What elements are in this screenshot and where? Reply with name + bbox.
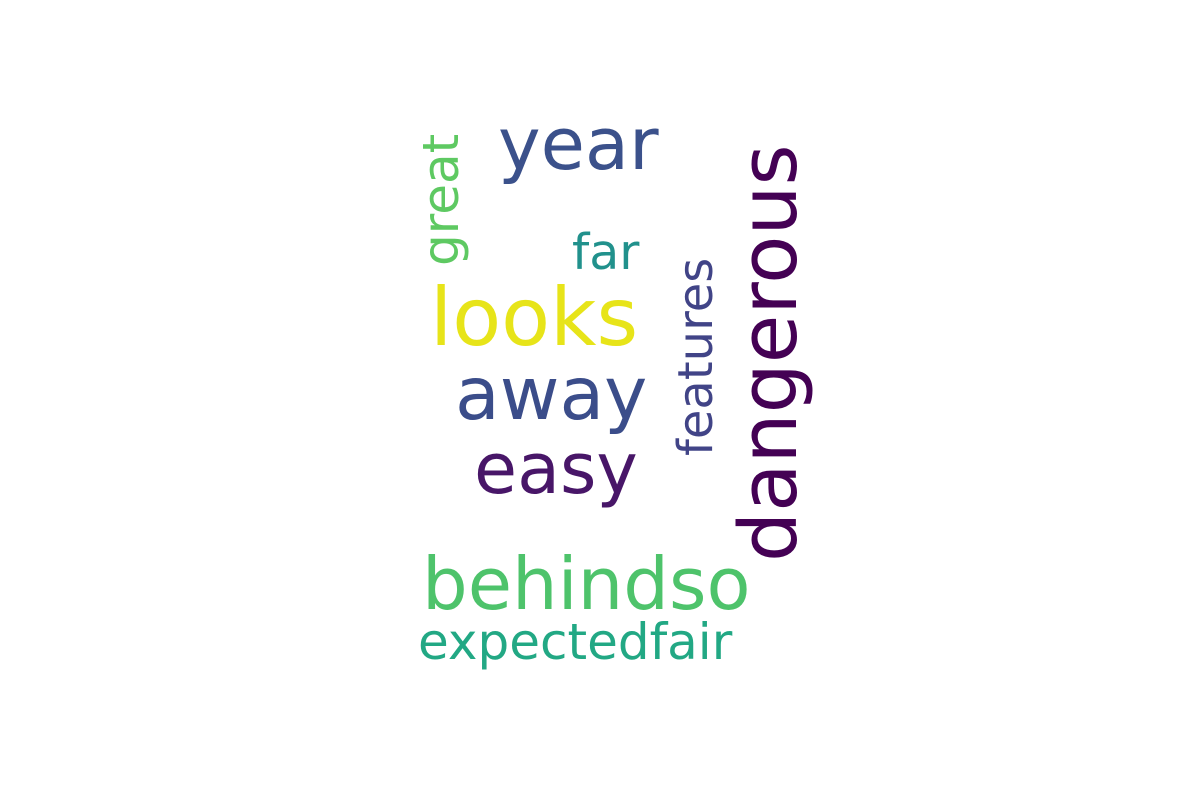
- word-far: far: [572, 224, 640, 281]
- word-away: away: [455, 352, 648, 437]
- word-great: great: [412, 133, 470, 266]
- word-behindso: behindso: [422, 542, 751, 626]
- word-looks: looks: [430, 271, 639, 364]
- word-dangerous: dangerous: [723, 144, 815, 562]
- word-expectedfair: expectedfair: [418, 613, 733, 671]
- word-features: features: [668, 257, 724, 456]
- word-easy: easy: [474, 428, 638, 510]
- word-year: year: [498, 102, 659, 186]
